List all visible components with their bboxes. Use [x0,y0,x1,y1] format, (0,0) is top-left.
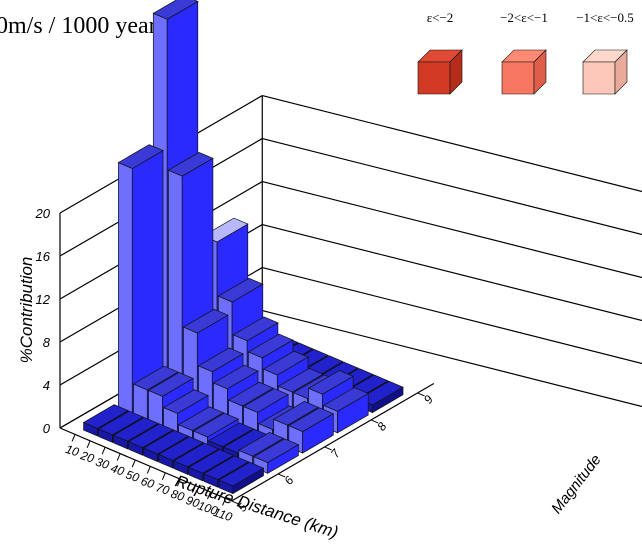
floor-tile [82,404,129,429]
grid-line-back-1 [262,266,642,365]
bar [168,169,183,403]
legend-swatch-front [417,61,451,95]
bar [118,162,133,417]
x-tick-label: 50 [124,467,141,485]
z-tick-label: 12 [36,292,51,307]
x-tick [71,434,76,442]
y-tick-label: 8 [374,419,389,433]
bar [132,365,179,391]
z-tick-label: 16 [36,249,51,264]
floor-tile [112,417,159,442]
bar [147,372,194,397]
floor-tile [143,429,190,455]
floor-tile [127,423,174,448]
x-tick [222,498,227,506]
y-axis-label: Magnitude [548,451,605,517]
x-tick [146,466,151,474]
y-tick [231,500,239,505]
grid-line-back-3 [262,180,642,279]
y-tick-label: 9 [421,392,436,406]
bar [232,316,279,342]
chart-title: 0m/s / 1000 years [0,13,166,39]
floor-tile [203,455,250,480]
x-tick-label: 40 [109,461,126,479]
y-axis-line [231,382,435,502]
x-tick [116,453,121,461]
bar [167,152,214,177]
x-tick-label: 10 [64,442,81,460]
y-tick [417,392,425,397]
z-tick-label: 0 [43,421,51,436]
x-tick [131,459,136,468]
legend-label: −1<ε<−0.5 [576,10,634,25]
bar [238,432,285,457]
bar [152,0,199,20]
x-tick-label: 110 [212,505,235,524]
floor-tile [207,422,255,447]
x-tick [176,479,181,487]
legend-label: ε<−2 [427,10,454,25]
floor-tile [188,449,235,474]
bar [177,406,224,431]
y-tick-label: 7 [328,446,344,461]
bar [277,368,324,393]
x-tick-label: 70 [154,480,171,498]
legend-swatch-side [533,49,547,95]
legend-swatch-side [614,49,628,95]
bar [212,364,259,390]
floor-tile [158,436,205,461]
x-tick-label: 30 [94,455,111,473]
bar [307,370,354,395]
bar [247,333,294,359]
bar [262,350,309,376]
x-tick-label: 60 [139,474,156,492]
bar [192,412,239,438]
legend-swatch-front [582,61,616,95]
x-tick [101,447,106,455]
y-tick [324,446,332,451]
bar [272,401,319,426]
bar [242,388,289,413]
z-tick-label: 4 [43,378,50,393]
bar [227,381,274,407]
x-axis-line [59,427,232,502]
legend-swatch-front [501,61,535,95]
bars-layer [82,0,404,495]
x-tick [86,440,91,448]
z-tick-label: 8 [43,335,51,350]
bar [182,308,229,334]
y-tick [370,419,379,424]
legend: ε<−2 −2<ε<−1 −1<ε<−0.5 [417,10,634,95]
x-tick-label: 100 [196,498,220,518]
bar [162,389,209,414]
bar [253,438,300,463]
grid-line-back-0 [262,309,642,408]
legend-swatch-side [449,49,463,95]
bar [217,277,264,303]
floor-tile [97,410,144,436]
grid-line-back-4 [262,137,642,236]
floor-tile [218,461,265,487]
bar [117,144,164,169]
z-tick-label: 20 [35,206,51,221]
x-tick-label: 80 [169,487,186,505]
grid-line-back-2 [262,223,642,322]
y-tick [277,473,286,478]
floor-tile [173,442,220,468]
x-tick [161,472,166,480]
x-tick-label: 20 [78,448,96,466]
x-tick-label: 90 [184,493,201,511]
bar [197,347,244,373]
legend-label: −2<ε<−1 [500,10,548,25]
bar [288,407,335,432]
grid-line-back-5 [262,94,642,193]
y-tick-label: 6 [281,473,296,487]
z-axis-label: %Contribution [17,257,36,364]
bar [322,387,369,412]
x-tick [191,485,196,493]
x-tick [207,491,211,500]
